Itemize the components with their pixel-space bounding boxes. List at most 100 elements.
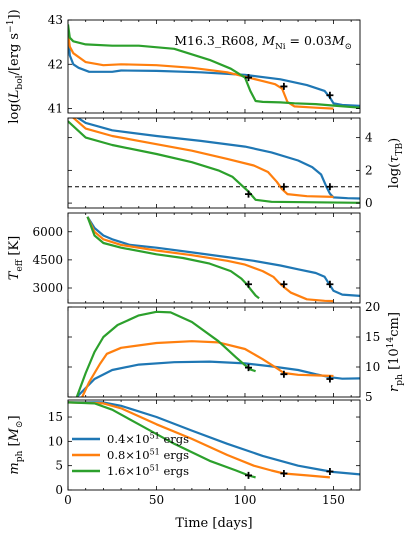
chart-title-part: M16.3_R608, <box>174 33 262 48</box>
plateau-end-marker <box>326 280 334 288</box>
y-axis-label-tau-part: TB <box>395 143 405 156</box>
y-tick-label: 3000 <box>32 281 63 295</box>
series-line-3 <box>75 310 256 397</box>
series-line-2 <box>71 118 334 198</box>
y-axis-label-tau-part: ) <box>387 138 402 143</box>
y-axis-label-rph-part: ph <box>395 374 405 386</box>
x-tick-label: 150 <box>322 493 345 507</box>
y-axis-label-lbol-part: L <box>7 90 22 100</box>
y-tick-label: 5 <box>55 459 63 473</box>
series-line-3 <box>86 216 260 300</box>
legend-label: 0.8×1051 ergs <box>107 447 189 462</box>
panel-lbol: 41 42 43 <box>48 13 361 116</box>
y-tick-label: 0 <box>55 483 63 497</box>
y-axis-label-mph-part: M <box>7 427 22 442</box>
plateau-end-marker <box>280 370 288 378</box>
y-axis-label-tau-part: log( <box>387 163 402 188</box>
plateau-end-marker <box>280 280 288 288</box>
y-tick-label: 10 <box>365 360 380 374</box>
chart-title-part: Ni <box>275 42 286 52</box>
legend-label-part: 51 <box>150 447 160 456</box>
panel-frame <box>67 117 361 209</box>
y-tick-label: 10 <box>48 434 63 448</box>
panel-frame <box>67 212 361 304</box>
plateau-end-marker <box>280 82 288 90</box>
y-axis-label-rph-part: [10 <box>387 348 402 374</box>
panel-frame <box>67 399 361 491</box>
series-line-3 <box>68 120 360 204</box>
panel-mph: 0 5 10 15 <box>48 399 361 497</box>
plot-area-lbol <box>68 24 360 110</box>
y-tick-label: 4 <box>365 131 373 145</box>
panel-teff: 3000 4500 6000 <box>32 212 361 304</box>
legend-label-part: 0.4×10 <box>107 432 150 446</box>
plot-area-tau <box>68 118 360 204</box>
x-tick-label: 50 <box>149 493 164 507</box>
y-axis-label-mph-part: ⊙ <box>15 420 25 428</box>
series-line-1 <box>86 216 360 297</box>
legend-label-part: 51 <box>150 431 160 440</box>
y-axis-label-mph-part: m <box>7 462 22 474</box>
y-axis-label-mph-part: ] <box>7 415 22 420</box>
y-tick-label: 20 <box>365 300 380 314</box>
plateau-end-marker <box>326 468 334 476</box>
series-line-3 <box>68 401 256 479</box>
x-tick-label: 100 <box>234 493 257 507</box>
series-line-2 <box>68 401 330 479</box>
y-axis-label-lbol: log(Lbol/[erg s−1]) <box>6 9 25 123</box>
plateau-end-marker <box>280 183 288 191</box>
series-line-3 <box>68 24 360 109</box>
y-axis-label-rph-part: cm] <box>387 312 402 337</box>
plateau-end-marker <box>245 280 253 288</box>
y-axis-label-teff-part: T <box>7 270 22 280</box>
chart-title-part: M <box>331 33 346 48</box>
y-axis-label-lbol-part: −1 <box>6 20 16 33</box>
y-axis-label-rph-part: 14 <box>386 337 396 349</box>
series-line-2 <box>86 216 334 303</box>
panel-frame <box>67 19 361 114</box>
plateau-end-marker <box>280 469 288 477</box>
x-axis-label: Time [days] <box>175 516 252 531</box>
legend-label-part: 1.6×10 <box>107 464 150 478</box>
plateau-end-marker <box>326 183 334 191</box>
legend-label: 0.4×1051 ergs <box>107 431 189 446</box>
panel-frame <box>67 306 361 398</box>
plot-area-teff <box>86 216 360 303</box>
y-axis-label-teff-part: [K] <box>7 236 22 260</box>
plot-area-mph <box>68 401 360 479</box>
plateau-end-marker <box>326 375 334 383</box>
chart-title-part: M <box>261 33 276 48</box>
y-axis-label-tau-part: τ <box>387 155 402 163</box>
plateau-end-marker <box>326 91 334 99</box>
y-axis-label-lbol-part: log( <box>7 98 22 123</box>
plot-area-rph <box>75 310 360 397</box>
y-axis-label-teff-part: eff <box>15 259 25 271</box>
y-tick-label: 4500 <box>32 253 63 267</box>
y-axis-label-teff: Teff [K] <box>7 236 25 281</box>
y-tick-label: 15 <box>48 410 63 424</box>
plateau-end-marker <box>245 74 253 82</box>
y-tick-label: 6000 <box>32 225 63 239</box>
plateau-end-marker <box>245 190 253 198</box>
labels-group: log(Lbol/[erg s−1])log(τTB)Teff [K]rph [… <box>6 9 405 531</box>
legend-label-part: ergs <box>160 432 189 446</box>
y-axis-label-rph-part: r <box>387 385 402 392</box>
plateau-end-marker <box>245 471 253 479</box>
legend-label-part: 0.8×10 <box>107 448 150 462</box>
legend-label: 1.6×1051 ergs <box>107 463 189 478</box>
y-axis-label-tau: log(τTB) <box>387 138 405 188</box>
y-axis-label-lbol-part: bol <box>15 75 25 89</box>
y-axis-label-lbol-part: ]) <box>7 9 22 19</box>
legend-label-part: 51 <box>150 463 160 472</box>
chart-title-part: = 0.03 <box>286 33 332 48</box>
y-tick-label: 42 <box>48 57 63 71</box>
y-axis-label-rph: rph [1014cm] <box>386 312 405 392</box>
plateau-end-marker <box>245 364 253 372</box>
panel-rph: 5 10 15 20 <box>67 300 380 404</box>
y-tick-label: 0 <box>365 196 373 210</box>
legend-label-part: ergs <box>160 464 189 478</box>
legend-label-part: ergs <box>160 448 189 462</box>
y-axis-label-mph: mph [M⊙] <box>7 415 25 474</box>
